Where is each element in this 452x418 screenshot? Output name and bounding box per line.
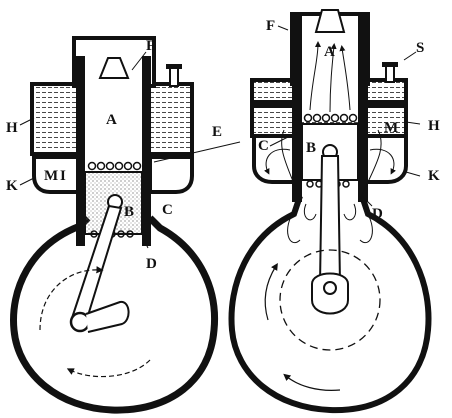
right-label-M: M xyxy=(384,120,398,136)
right-engine: A B C D F H K M S xyxy=(228,9,440,414)
right-crank-path xyxy=(279,249,381,351)
left-label-I: I xyxy=(60,168,66,184)
right-label-D: D xyxy=(372,206,383,222)
right-label-B: B xyxy=(306,140,316,156)
left-label-A: A xyxy=(106,112,117,128)
left-label-F: F xyxy=(146,38,155,54)
left-engine: A B C D F H K M I xyxy=(6,36,241,414)
right-port-chamber-right xyxy=(360,134,408,184)
right-crankcase xyxy=(228,195,432,414)
right-label-S: S xyxy=(416,40,424,56)
label-E: E xyxy=(212,124,222,140)
right-label-F: F xyxy=(266,18,275,34)
right-label-A: A xyxy=(324,44,335,60)
right-label-H: H xyxy=(428,118,440,134)
left-label-B: B xyxy=(124,204,134,220)
right-label-C: C xyxy=(258,138,269,154)
right-label-K: K xyxy=(428,168,440,184)
left-label-M: M xyxy=(44,168,58,184)
left-label-D: D xyxy=(146,256,157,272)
right-connecting-rod xyxy=(311,144,349,315)
left-spark-tube xyxy=(98,57,130,79)
left-piston-ports-top xyxy=(87,161,142,171)
left-label-C: C xyxy=(162,202,173,218)
left-label-K: K xyxy=(6,178,18,194)
left-label-H: H xyxy=(6,120,18,136)
right-gas-flow xyxy=(263,41,397,243)
left-crankcase xyxy=(10,215,219,414)
left-connecting-rod xyxy=(69,194,130,333)
